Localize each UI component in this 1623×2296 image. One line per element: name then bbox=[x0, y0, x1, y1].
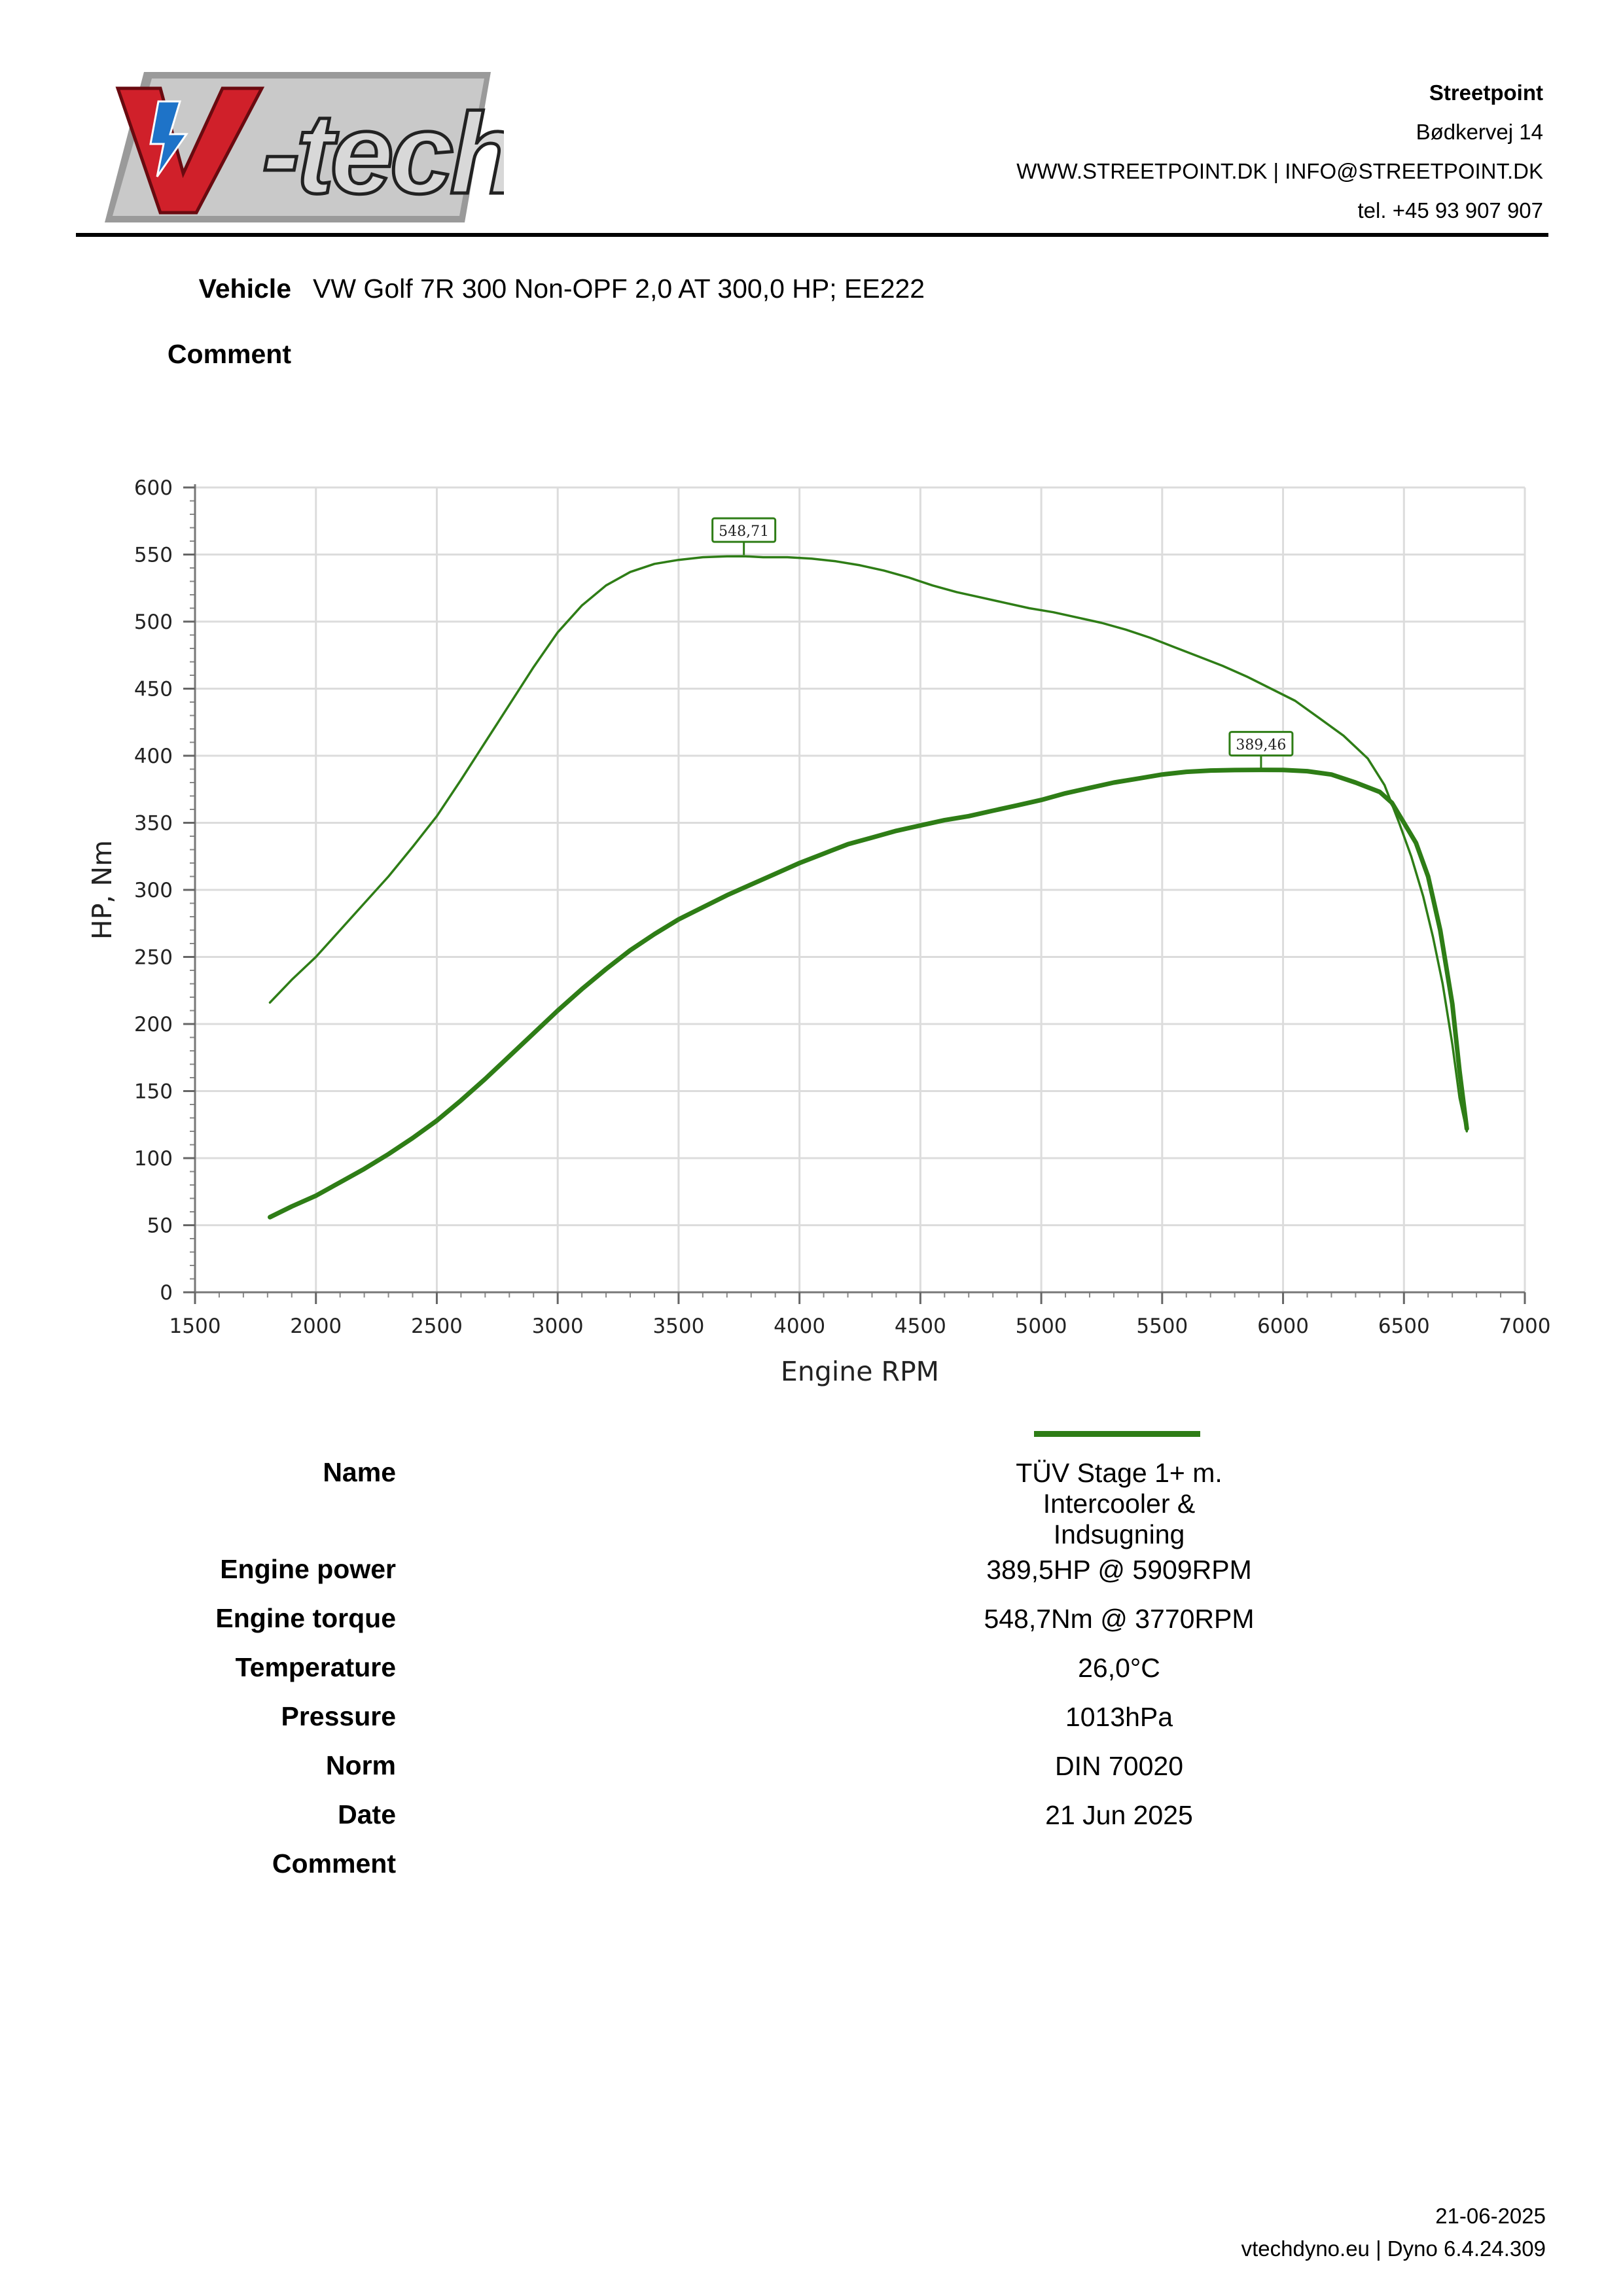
vehicle-value: VW Golf 7R 300 Non-OPF 2,0 AT 300,0 HP; … bbox=[313, 274, 925, 304]
result-value-line: 21 Jun 2025 bbox=[1045, 1800, 1193, 1830]
x-tick-label: 2000 bbox=[290, 1315, 342, 1338]
x-tick-label: 4500 bbox=[895, 1315, 946, 1338]
dyno-chart: 0 50 100 150 200 250 300 350 400 450 500 550 600 1500… bbox=[86, 476, 1551, 1387]
result-label: Engine power bbox=[220, 1554, 396, 1584]
result-label: Date bbox=[338, 1799, 396, 1829]
result-value: 389,5HP @ 5909RPM bbox=[955, 1555, 1283, 1585]
y-tick-label: 0 bbox=[160, 1281, 173, 1305]
result-label: Comment bbox=[272, 1848, 396, 1879]
header-divider bbox=[76, 233, 1548, 237]
vehicle-label: Vehicle bbox=[198, 274, 291, 304]
x-tick-label: 5500 bbox=[1136, 1315, 1188, 1338]
result-value-line: Intercooler & bbox=[1043, 1489, 1196, 1519]
peak-label: 389,46 bbox=[1236, 737, 1286, 754]
result-label: Engine torque bbox=[215, 1603, 396, 1633]
x-axis-label: Engine RPM bbox=[781, 1356, 939, 1387]
company-web-email: WWW.STREETPOINT.DK | INFO@STREETPOINT.DK bbox=[1016, 159, 1543, 183]
y-tick-label: 450 bbox=[134, 678, 173, 701]
result-value-line: DIN 70020 bbox=[1054, 1751, 1183, 1781]
company-name: Streetpoint bbox=[1429, 80, 1543, 105]
x-tick-label: 6500 bbox=[1378, 1315, 1430, 1338]
x-tick-label: 2500 bbox=[411, 1315, 463, 1338]
y-tick-label: 350 bbox=[134, 812, 173, 836]
v-tech-logo: -tech bbox=[105, 72, 504, 222]
peak-label-box bbox=[711, 517, 777, 543]
torque-curve bbox=[268, 555, 1469, 1133]
power-curve bbox=[268, 768, 1469, 1220]
y-tick-label: 300 bbox=[134, 879, 173, 902]
y-tick-label: 250 bbox=[134, 946, 173, 970]
result-value-line: 1013hPa bbox=[1065, 1702, 1173, 1732]
legend-series-line bbox=[1034, 1431, 1200, 1437]
x-tick-label: 1500 bbox=[169, 1315, 221, 1338]
x-tick-label: 7000 bbox=[1499, 1315, 1551, 1338]
y-tick-label: 100 bbox=[134, 1147, 173, 1171]
company-info: Streetpoint Bødkervej 14 WWW.STREETPOINT… bbox=[1016, 73, 1543, 230]
y-tick-label: 150 bbox=[134, 1080, 173, 1104]
peak-label-box bbox=[1228, 731, 1294, 757]
result-value-line: Indsugning bbox=[1053, 1519, 1185, 1549]
y-tick-label: 400 bbox=[134, 745, 173, 768]
peak-label: 548,71 bbox=[719, 523, 769, 540]
footer-date: 21-06-2025 bbox=[1435, 2204, 1546, 2228]
result-value: 548,7Nm @ 3770RPM bbox=[955, 1604, 1283, 1634]
result-value-line: 389,5HP @ 5909RPM bbox=[986, 1555, 1252, 1585]
comment-label: Comment bbox=[167, 339, 291, 369]
logo-text: -tech bbox=[262, 90, 504, 218]
result-value: 21 Jun 2025 bbox=[955, 1800, 1283, 1831]
result-value: 26,0°C bbox=[955, 1653, 1283, 1684]
result-value-line: TÜV Stage 1+ m. bbox=[1016, 1458, 1222, 1488]
y-tick-label: 600 bbox=[134, 476, 173, 500]
x-tick-label: 4000 bbox=[774, 1315, 825, 1338]
x-tick-label: 3500 bbox=[652, 1315, 704, 1338]
company-phone: tel. +45 93 907 907 bbox=[1357, 198, 1544, 222]
x-tick-label: 3000 bbox=[532, 1315, 584, 1338]
y-tick-label: 50 bbox=[147, 1214, 173, 1238]
footer-software: vtechdyno.eu | Dyno 6.4.24.309 bbox=[1241, 2236, 1546, 2261]
x-tick-label: 5000 bbox=[1016, 1315, 1067, 1338]
result-label: Pressure bbox=[281, 1701, 396, 1731]
result-label: Norm bbox=[325, 1750, 396, 1780]
y-tick-label: 500 bbox=[134, 610, 173, 634]
result-label: Temperature bbox=[235, 1652, 396, 1682]
x-tick-label: 6000 bbox=[1257, 1315, 1309, 1338]
result-value-line: 548,7Nm @ 3770RPM bbox=[984, 1604, 1255, 1634]
y-tick-label: 200 bbox=[134, 1013, 173, 1036]
y-tick-label: 550 bbox=[134, 544, 173, 567]
result-value-line: 26,0°C bbox=[1078, 1653, 1160, 1683]
result-value: 1013hPa bbox=[955, 1702, 1283, 1733]
y-axis-label: HP, Nm bbox=[86, 840, 118, 940]
result-label: Name bbox=[323, 1457, 396, 1487]
result-value: TÜV Stage 1+ m. Intercooler & Indsugning bbox=[955, 1458, 1283, 1550]
company-address: Bødkervej 14 bbox=[1416, 120, 1543, 144]
result-value: DIN 70020 bbox=[955, 1751, 1283, 1782]
